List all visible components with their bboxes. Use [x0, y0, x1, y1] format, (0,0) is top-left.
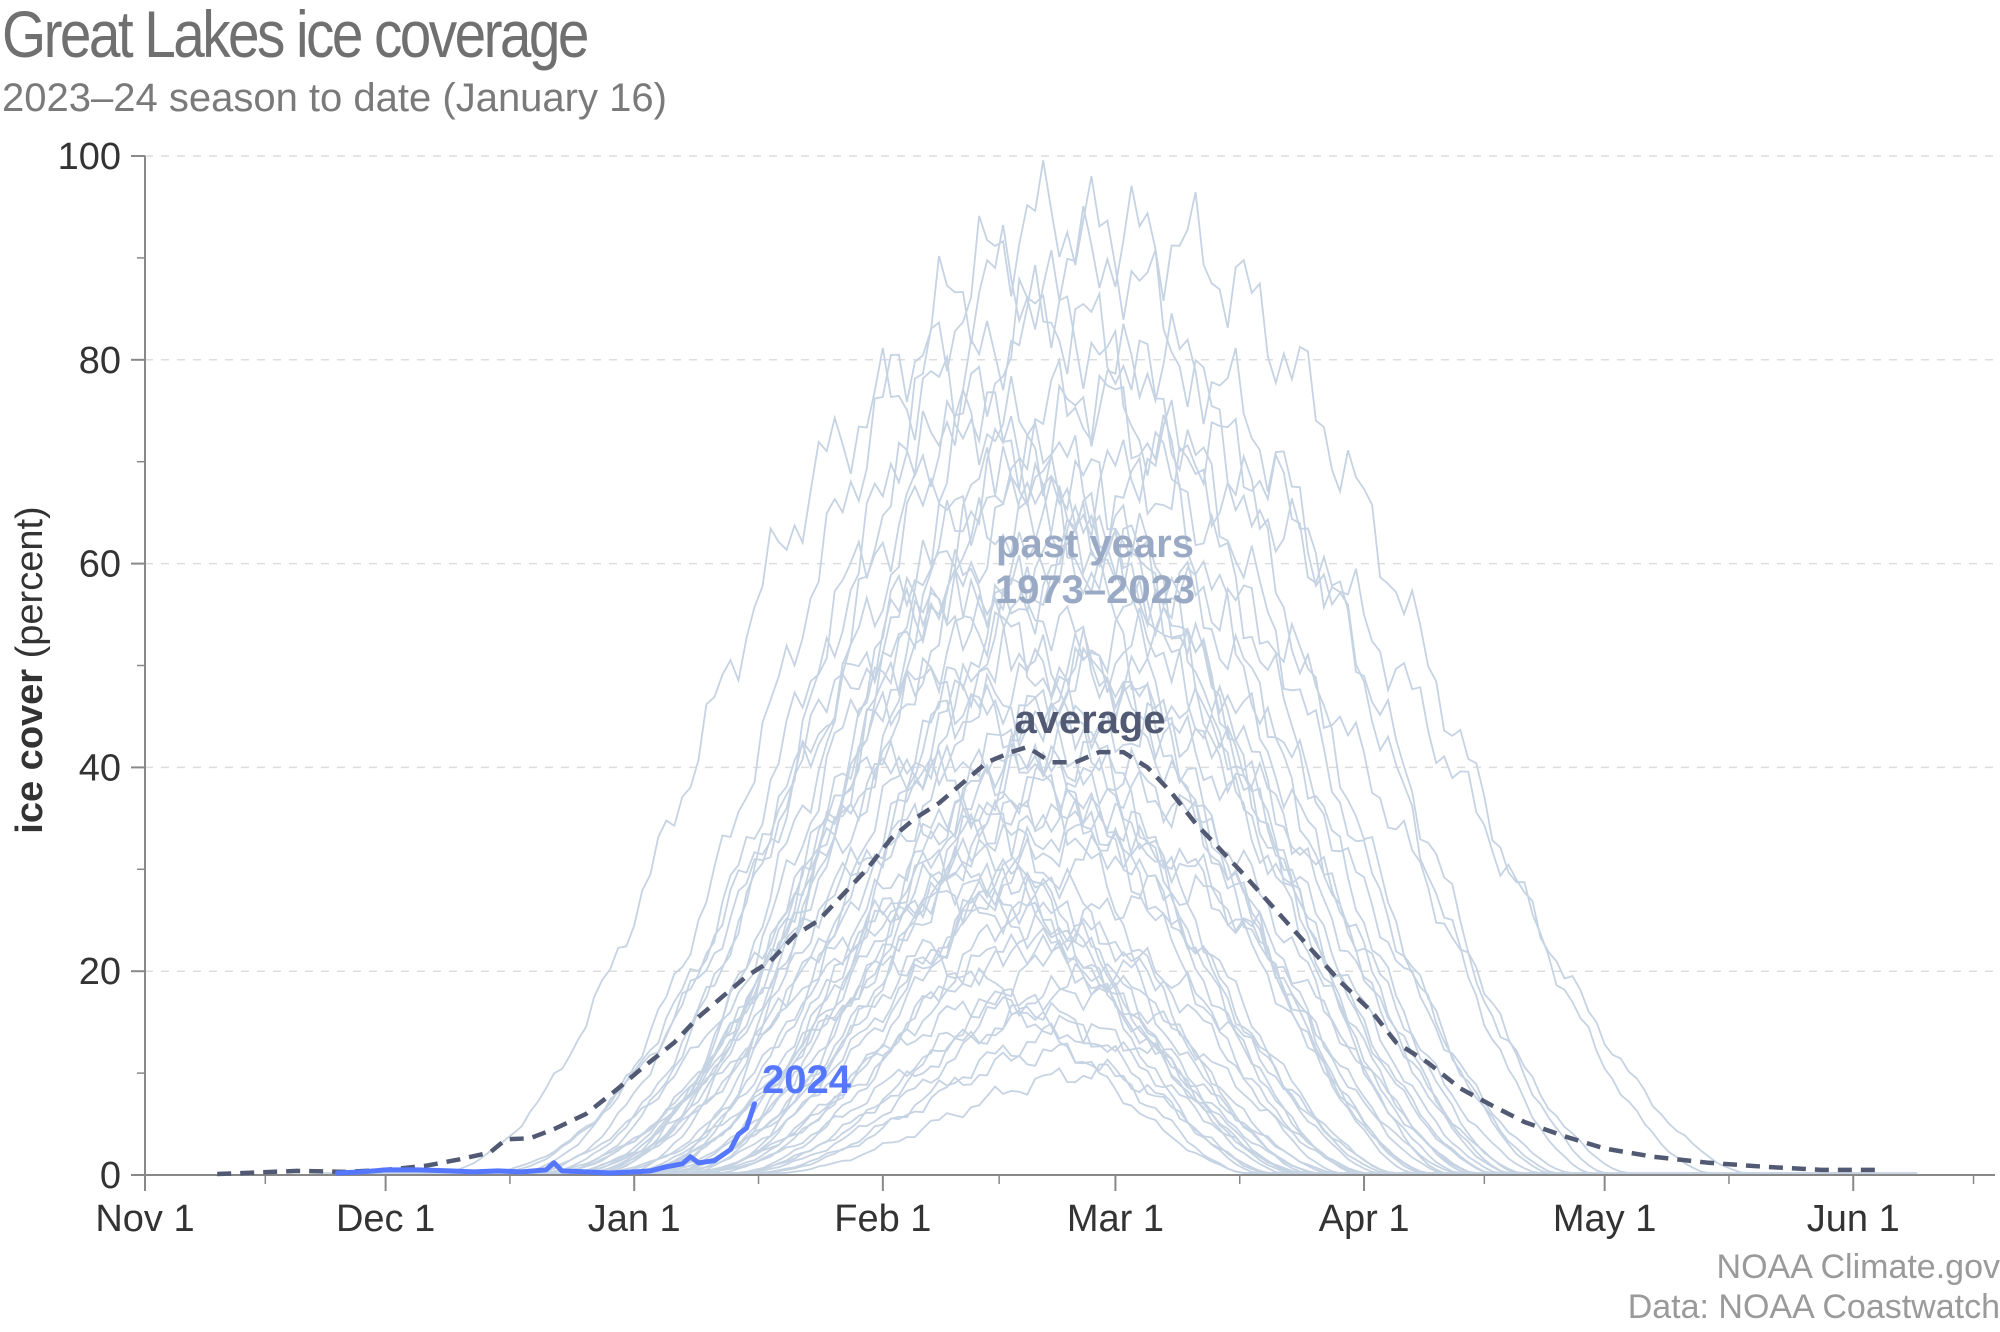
chart-title: Great Lakes ice coverage [2, 0, 589, 71]
past-year-line [457, 356, 1685, 1174]
past-years-label-line2: 1973–2023 [995, 568, 1195, 612]
past-year-line [497, 607, 1677, 1174]
past-year-line [425, 264, 1725, 1174]
past-year-line [361, 185, 1878, 1174]
past-year-line [489, 566, 1565, 1174]
y-tick-label-80: 80 [79, 340, 121, 382]
past-year-line [505, 645, 1669, 1174]
y-tick-label-0: 0 [100, 1155, 121, 1197]
x-tick-label-Feb-1: Feb 1 [834, 1198, 931, 1240]
x-tick-label-Mar-1: Mar 1 [1067, 1198, 1164, 1240]
x-tick-label-May-1: May 1 [1553, 1198, 1656, 1240]
y-tick-label-60: 60 [79, 544, 121, 586]
past-year-line [417, 375, 1661, 1174]
past-year-line [505, 528, 1613, 1174]
current-series [335, 1101, 757, 1176]
chart-subtitle: 2023–24 season to date (January 16) [2, 76, 667, 120]
y-axis-label-unit: (percent) [9, 506, 51, 669]
past-year-line [562, 823, 1613, 1174]
y-axis-label-bold: ice cover [9, 669, 51, 834]
past-year-line [554, 861, 1469, 1174]
average-series [217, 744, 1878, 1177]
y-axis-label: ice cover (percent) [9, 506, 51, 833]
y-tick-label-100: 100 [58, 136, 121, 178]
past-year-line [441, 160, 1717, 1174]
y-tick-label-40: 40 [79, 747, 121, 789]
past-year-line [409, 399, 1774, 1174]
x-tick-label-Nov-1: Nov 1 [95, 1198, 194, 1240]
credit-data: Data: NOAA Coastwatch [1627, 1288, 2000, 1326]
past-years-lines [321, 160, 1918, 1174]
x-tick-label-Apr-1: Apr 1 [1319, 1198, 1410, 1240]
past-years-label-line1: past years [996, 522, 1194, 566]
average-label: average [1014, 698, 1165, 742]
past-year-line [425, 313, 1757, 1174]
past-year-line [578, 948, 1421, 1174]
past-year-line [377, 549, 1629, 1174]
current-year-label: 2024 [762, 1058, 852, 1102]
past-year-line [393, 502, 1741, 1174]
y-tick-label-20: 20 [79, 951, 121, 993]
axes: 0 20 40 60 80 100 Nov 1 Dec 1 Jan 1 Feb 1 Mar 1 Apr… [58, 136, 1995, 1240]
x-tick-label-Dec-1: Dec 1 [336, 1198, 435, 1240]
x-tick-label-Jan-1: Jan 1 [588, 1198, 681, 1240]
credit-source: NOAA Climate.gov [1716, 1248, 2000, 1286]
grid-lines [145, 155, 1995, 972]
average-line [217, 744, 1878, 1177]
annotations: past years 1973–2023 average 2024 ice co… [9, 506, 1195, 1102]
x-tick-label-Jun-1: Jun 1 [1807, 1198, 1900, 1240]
past-year-line [481, 420, 1637, 1174]
past-year-line [449, 671, 1549, 1174]
current-year-line [335, 1101, 757, 1176]
